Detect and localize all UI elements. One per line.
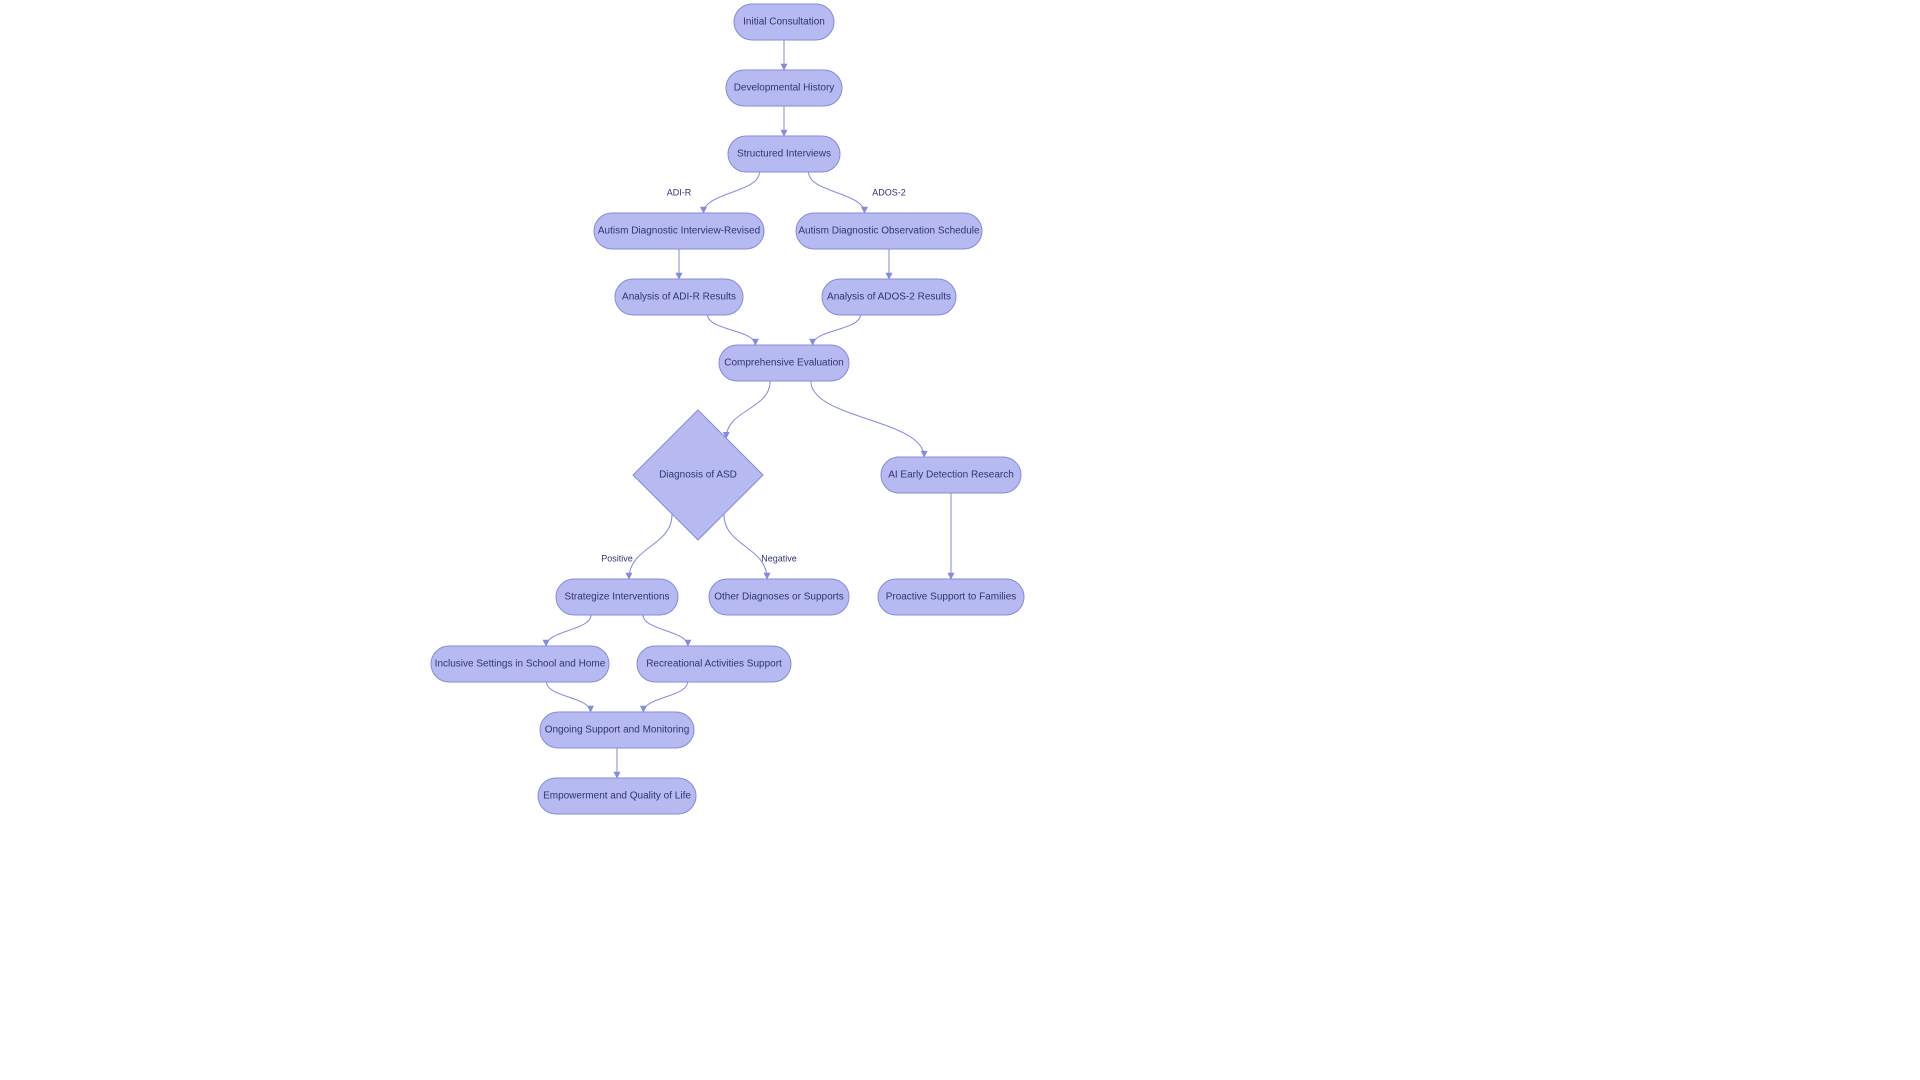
flowchart-edge bbox=[546, 615, 591, 646]
flowchart-node: Structured Interviews bbox=[728, 136, 840, 172]
node-label: Empowerment and Quality of Life bbox=[543, 791, 691, 802]
edge-label: Negative bbox=[761, 553, 797, 563]
node-label: Autism Diagnostic Interview-Revised bbox=[598, 226, 760, 237]
flowchart-node: Analysis of ADI-R Results bbox=[615, 279, 743, 315]
flowchart-edge bbox=[704, 172, 760, 213]
flowchart-edge bbox=[629, 514, 672, 579]
edge-label: ADOS-2 bbox=[872, 187, 906, 197]
flowchart-node: Analysis of ADOS-2 Results bbox=[822, 279, 956, 315]
node-label: Autism Diagnostic Observation Schedule bbox=[798, 226, 980, 237]
flowchart-node: Inclusive Settings in School and Home bbox=[431, 646, 609, 682]
node-label: AI Early Detection Research bbox=[888, 470, 1014, 481]
node-label: Proactive Support to Families bbox=[886, 592, 1017, 603]
flowchart-node: Proactive Support to Families bbox=[878, 579, 1024, 615]
node-label: Structured Interviews bbox=[737, 149, 831, 160]
flowchart-edge bbox=[546, 682, 590, 712]
node-label: Comprehensive Evaluation bbox=[724, 358, 844, 369]
flowchart-node: Other Diagnoses or Supports bbox=[709, 579, 849, 615]
flowchart-edge bbox=[643, 682, 687, 712]
flowchart-node: Strategize Interventions bbox=[556, 579, 678, 615]
flowchart-edge bbox=[726, 381, 770, 438]
node-label: Diagnosis of ASD bbox=[659, 470, 737, 481]
flowchart-node: Autism Diagnostic Observation Schedule bbox=[796, 213, 982, 249]
flowchart-edge bbox=[724, 514, 767, 579]
flowchart-node: Diagnosis of ASD bbox=[633, 410, 763, 540]
node-label: Strategize Interventions bbox=[564, 592, 669, 603]
flowchart-node: Developmental History bbox=[726, 70, 842, 106]
flowchart-node: AI Early Detection Research bbox=[881, 457, 1021, 493]
flowchart-node: Ongoing Support and Monitoring bbox=[540, 712, 694, 748]
flowchart-edge bbox=[809, 172, 865, 213]
node-label: Other Diagnoses or Supports bbox=[714, 592, 844, 603]
node-label: Initial Consultation bbox=[743, 17, 825, 28]
flowchart-canvas: Initial Consultation Developmental Histor… bbox=[0, 0, 1920, 1080]
edge-label: ADI-R bbox=[667, 187, 692, 197]
node-label: Developmental History bbox=[734, 83, 835, 94]
node-label: Recreational Activities Support bbox=[646, 659, 782, 670]
flowchart-node: Initial Consultation bbox=[734, 4, 834, 40]
flowchart-edge bbox=[811, 381, 924, 457]
node-label: Analysis of ADOS-2 Results bbox=[827, 292, 951, 303]
node-label: Analysis of ADI-R Results bbox=[622, 292, 736, 303]
flowchart-node: Empowerment and Quality of Life bbox=[538, 778, 696, 814]
node-label: Inclusive Settings in School and Home bbox=[435, 659, 606, 670]
flowchart-edge bbox=[708, 315, 756, 345]
edge-label: Positive bbox=[601, 553, 633, 563]
flowchart-node: Comprehensive Evaluation bbox=[719, 345, 849, 381]
flowchart-node: Recreational Activities Support bbox=[637, 646, 791, 682]
flowchart-node: Autism Diagnostic Interview-Revised bbox=[594, 213, 764, 249]
flowchart-edge bbox=[643, 615, 688, 646]
flowchart-edge bbox=[813, 315, 861, 345]
node-label: Ongoing Support and Monitoring bbox=[545, 725, 690, 736]
